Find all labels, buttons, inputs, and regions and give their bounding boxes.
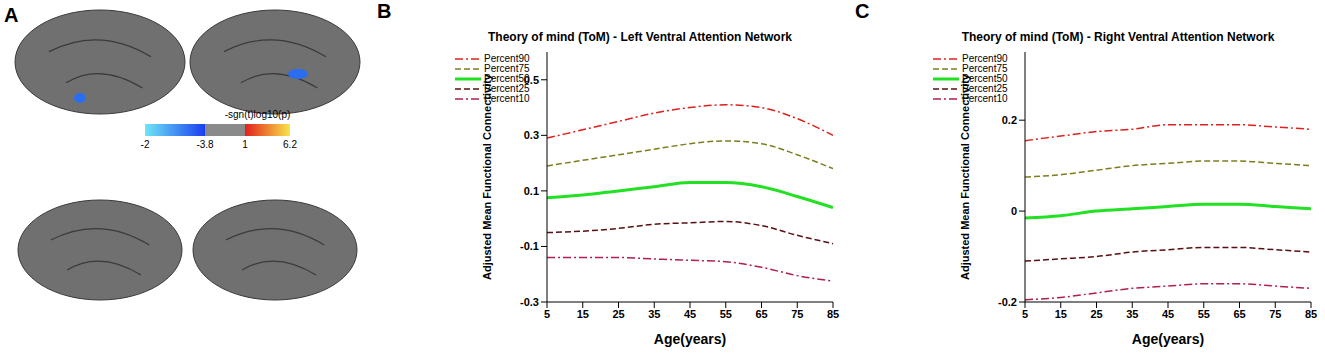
svg-text:-sgn(t)log10(p): -sgn(t)log10(p) (225, 109, 291, 120)
svg-text:0.3: 0.3 (524, 129, 539, 141)
svg-text:15: 15 (1055, 308, 1067, 320)
svg-text:35: 35 (648, 308, 660, 320)
svg-text:45: 45 (1162, 308, 1174, 320)
svg-text:A: A (4, 4, 18, 26)
svg-text:5: 5 (1022, 308, 1028, 320)
svg-text:-3.8: -3.8 (196, 139, 214, 150)
svg-text:0.1: 0.1 (524, 185, 539, 197)
svg-text:75: 75 (791, 308, 803, 320)
svg-text:-0.3: -0.3 (520, 296, 539, 308)
svg-text:-2: -2 (141, 139, 150, 150)
svg-text:0.2: 0.2 (1002, 114, 1017, 126)
svg-text:85: 85 (1305, 308, 1317, 320)
svg-text:25: 25 (612, 308, 624, 320)
svg-text:85: 85 (827, 308, 839, 320)
svg-text:45: 45 (684, 308, 696, 320)
svg-text:65: 65 (755, 308, 767, 320)
svg-text:1: 1 (242, 139, 248, 150)
svg-text:-0.2: -0.2 (998, 296, 1017, 308)
svg-text:25: 25 (1090, 308, 1102, 320)
svg-text:75: 75 (1269, 308, 1281, 320)
svg-text:6.2: 6.2 (283, 139, 297, 150)
svg-text:15: 15 (577, 308, 589, 320)
svg-text:0: 0 (1011, 205, 1017, 217)
svg-text:0.5: 0.5 (524, 74, 539, 86)
svg-text:35: 35 (1126, 308, 1138, 320)
svg-text:55: 55 (720, 308, 732, 320)
svg-text:-0.1: -0.1 (520, 240, 539, 252)
svg-text:Age(years): Age(years) (654, 331, 726, 347)
svg-text:5: 5 (544, 308, 550, 320)
svg-text:55: 55 (1198, 308, 1210, 320)
svg-text:Adjusted Mean Functional Conne: Adjusted Mean Functional Connectivity (959, 73, 971, 280)
svg-text:Age(years): Age(years) (1132, 331, 1204, 347)
svg-text:65: 65 (1233, 308, 1245, 320)
svg-text:Adjusted Mean Functional Conne: Adjusted Mean Functional Connectivity (481, 73, 493, 280)
